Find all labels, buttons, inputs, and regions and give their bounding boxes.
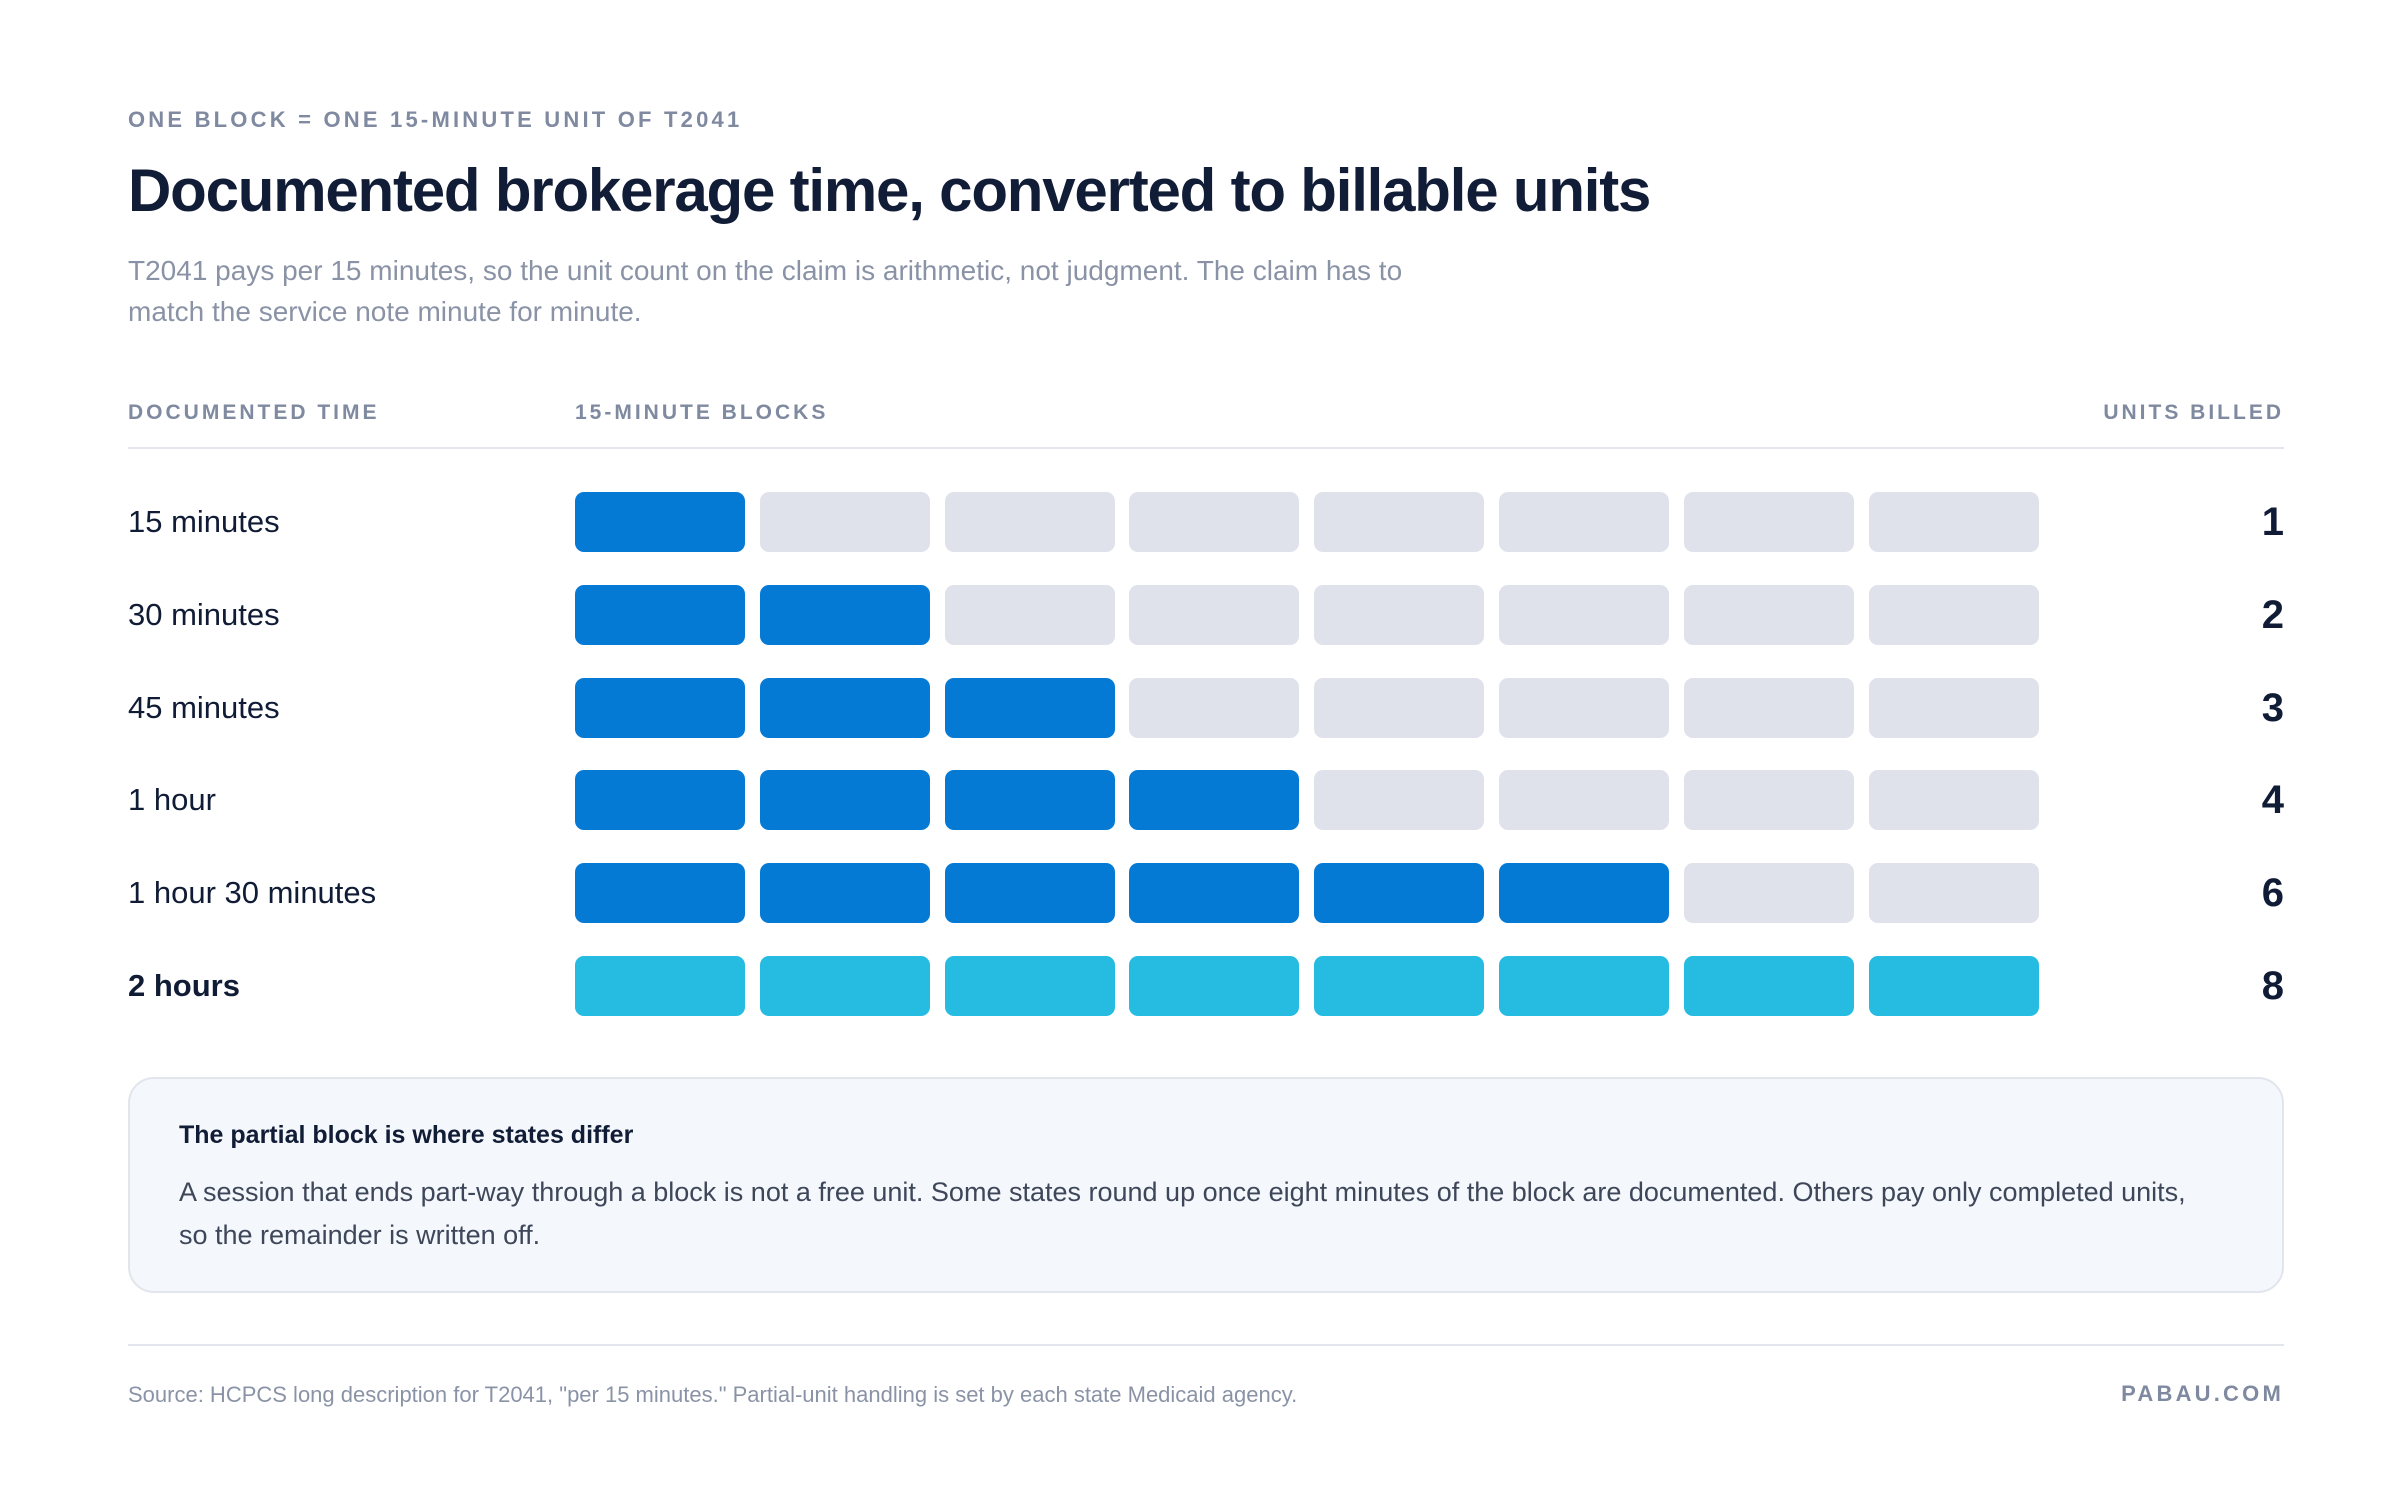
table-row: 2 hours 8 bbox=[128, 955, 2284, 1049]
block-filled bbox=[1868, 955, 2039, 1016]
unit-table: 15 minutes 1 30 minutes 2 45 minutes 3 1 hour 4… bbox=[128, 492, 2284, 1049]
block-empty bbox=[1868, 677, 2039, 738]
block-empty bbox=[1499, 492, 1669, 552]
source-note: Source: HCPCS long description for T2041… bbox=[128, 1382, 1298, 1407]
row-units-value: 3 bbox=[2261, 685, 2284, 730]
block-filled bbox=[759, 863, 930, 924]
block-empty bbox=[944, 584, 1115, 645]
block-filled bbox=[1314, 863, 1485, 924]
block-filled bbox=[944, 863, 1115, 924]
row-units-value: 1 bbox=[2261, 500, 2284, 544]
block-empty bbox=[1499, 770, 1669, 831]
block-empty bbox=[1683, 492, 1854, 552]
row-time-label: 1 hour 30 minutes bbox=[128, 875, 377, 911]
block-filled bbox=[575, 955, 745, 1016]
column-header-documented-time: DOCUMENTED TIME bbox=[128, 401, 380, 424]
block-filled bbox=[575, 677, 745, 738]
block-empty bbox=[759, 492, 930, 552]
block-empty bbox=[1683, 677, 1854, 738]
block-empty bbox=[1499, 584, 1669, 645]
block-filled bbox=[575, 584, 745, 645]
footer-divider bbox=[128, 1344, 2284, 1346]
block-empty bbox=[1683, 770, 1854, 831]
block-track bbox=[575, 863, 2039, 924]
row-units-value: 6 bbox=[2261, 871, 2284, 916]
callout-body: A session that ends part-way through a b… bbox=[179, 1177, 2186, 1250]
block-empty bbox=[1129, 492, 1300, 552]
block-empty bbox=[1314, 492, 1485, 552]
block-empty bbox=[1868, 863, 2039, 924]
block-empty bbox=[1868, 584, 2039, 645]
block-filled bbox=[944, 955, 1115, 1016]
block-filled bbox=[759, 770, 930, 831]
block-track bbox=[575, 492, 2039, 552]
block-filled bbox=[759, 955, 930, 1016]
block-filled bbox=[575, 492, 745, 552]
block-filled bbox=[1314, 955, 1485, 1016]
block-empty bbox=[1499, 677, 1669, 738]
row-units-value: 8 bbox=[2261, 963, 2284, 1008]
block-filled bbox=[1499, 955, 1669, 1016]
block-empty bbox=[1683, 584, 1854, 645]
header-divider bbox=[128, 447, 2284, 449]
table-row: 15 minutes 1 bbox=[128, 492, 2284, 585]
table-row: 30 minutes 2 bbox=[128, 584, 2284, 678]
block-empty bbox=[1129, 677, 1300, 738]
block-empty bbox=[1314, 584, 1485, 645]
block-filled bbox=[759, 584, 930, 645]
row-time-label: 1 hour bbox=[128, 782, 216, 818]
row-time-label: 2 hours bbox=[128, 967, 240, 1003]
row-time-label: 45 minutes bbox=[128, 689, 280, 725]
chart-title: Documented brokerage time, converted to … bbox=[128, 157, 1651, 224]
block-empty bbox=[1129, 584, 1300, 645]
block-filled bbox=[944, 677, 1115, 738]
block-empty bbox=[1868, 770, 2039, 831]
block-filled bbox=[944, 770, 1115, 831]
column-header-units-billed: UNITS BILLED bbox=[2103, 401, 2284, 424]
row-units-value: 4 bbox=[2261, 778, 2284, 823]
block-filled bbox=[1129, 863, 1300, 924]
block-filled bbox=[575, 863, 745, 924]
block-track bbox=[575, 770, 2039, 831]
eyebrow: ONE BLOCK = ONE 15-MINUTE UNIT OF T2041 bbox=[128, 107, 743, 132]
column-header-blocks: 15-MINUTE BLOCKS bbox=[575, 401, 829, 424]
block-track bbox=[575, 584, 2039, 645]
block-track bbox=[575, 955, 2039, 1016]
block-filled bbox=[759, 677, 930, 738]
block-filled bbox=[575, 770, 745, 831]
callout-box: The partial block is where states differ… bbox=[128, 1077, 2284, 1293]
row-time-label: 15 minutes bbox=[128, 504, 280, 539]
table-row: 1 hour 4 bbox=[128, 770, 2284, 863]
row-units-value: 2 bbox=[2261, 592, 2284, 637]
block-empty bbox=[944, 492, 1115, 552]
block-filled bbox=[1129, 955, 1300, 1016]
table-row: 45 minutes 3 bbox=[128, 677, 2284, 771]
block-filled bbox=[1683, 955, 1854, 1016]
table-row: 1 hour 30 minutes 6 bbox=[128, 863, 2284, 956]
block-empty bbox=[1314, 770, 1485, 831]
block-filled bbox=[1129, 770, 1300, 831]
brand-link[interactable]: PABAU.COM bbox=[2121, 1381, 2284, 1406]
callout-title: The partial block is where states differ bbox=[179, 1121, 634, 1149]
row-time-label: 30 minutes bbox=[128, 596, 280, 632]
block-filled bbox=[1499, 863, 1669, 924]
block-empty bbox=[1683, 863, 1854, 924]
block-empty bbox=[1314, 677, 1485, 738]
block-track bbox=[575, 677, 2039, 738]
infographic: ONE BLOCK = ONE 15-MINUTE UNIT OF T2041 … bbox=[128, 0, 2284, 1512]
block-empty bbox=[1868, 492, 2039, 552]
chart-subtitle: T2041 pays per 15 minutes, so the unit c… bbox=[128, 255, 1403, 327]
